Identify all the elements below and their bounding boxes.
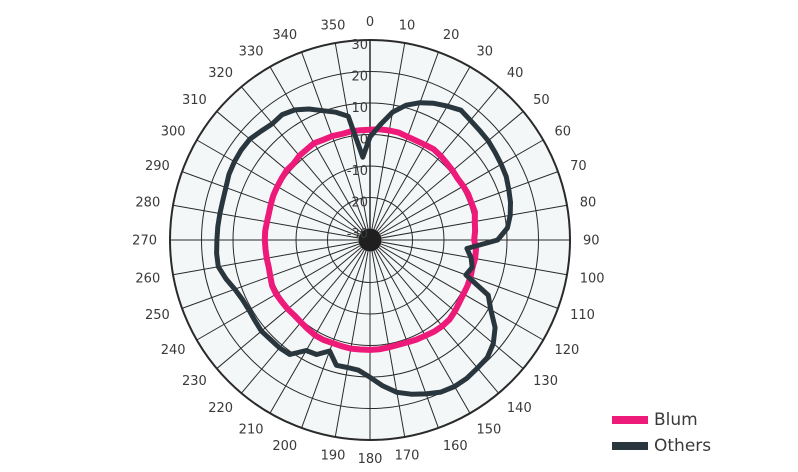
angle-tick-label: 310 [182, 93, 207, 108]
angle-tick-label: 330 [239, 44, 264, 59]
radial-tick-label: 0 [360, 133, 368, 148]
radial-tick-label: 20 [351, 70, 368, 85]
angle-tick-label: 340 [272, 28, 297, 43]
legend-label-others: Others [654, 436, 712, 456]
legend-label-blum: Blum [654, 410, 698, 430]
angle-tick-label: 260 [135, 271, 160, 286]
radial-tick-label: -10 [347, 164, 368, 179]
angle-tick-label: 80 [580, 196, 597, 211]
center-hub [359, 229, 381, 251]
angle-tick-label: 60 [554, 124, 571, 139]
series-line-others [214, 100, 513, 397]
angle-tick-label: 120 [554, 343, 579, 358]
angle-tick-label: 200 [272, 439, 297, 454]
angle-tick-label: 350 [321, 18, 346, 33]
angle-tick-label: 40 [507, 66, 524, 81]
spoke [373, 51, 439, 230]
angle-tick-label: 30 [477, 44, 494, 59]
legend-item-others: Others [612, 433, 711, 459]
angle-tick-label: 70 [570, 159, 587, 174]
spoke [373, 250, 439, 429]
legend-swatch-others [612, 442, 648, 450]
angle-tick-label: 270 [132, 234, 157, 249]
angle-tick-label: 190 [321, 449, 346, 464]
angle-tick-label: 50 [533, 93, 550, 108]
series-line-blum [261, 126, 479, 353]
angle-tick-label: 110 [570, 308, 595, 323]
spoke [269, 249, 365, 414]
legend-item-blum: Blum [612, 407, 711, 433]
spoke [269, 66, 365, 231]
spoke [216, 111, 362, 234]
radial-tick-labels: -30 -20 -10 0 10 20 30 [347, 38, 368, 242]
angle-tick-label: 220 [208, 401, 233, 416]
angle-tick-label: 280 [135, 196, 160, 211]
angle-tick-label: 130 [533, 374, 558, 389]
angle-tick-label: 320 [208, 66, 233, 81]
legend: Blum Others [612, 407, 711, 459]
angle-tick-label: 90 [583, 234, 600, 249]
radial-tick-label: -20 [347, 196, 368, 211]
spoke [376, 86, 499, 232]
angle-tick-label: 170 [395, 449, 420, 464]
spoke [334, 250, 369, 438]
angle-tick-label: 230 [182, 374, 207, 389]
angle-tick-label: 300 [161, 124, 186, 139]
spoke [378, 246, 524, 369]
angle-tick-label: 100 [580, 271, 605, 286]
spoke [241, 86, 364, 232]
angle-tick-label: 20 [443, 28, 460, 43]
angle-tick-label: 0 [366, 15, 374, 30]
radial-tick-label: 30 [351, 38, 368, 53]
angle-tick-label: 180 [358, 452, 383, 467]
spoke [371, 250, 406, 438]
angle-tick-label: 140 [507, 401, 532, 416]
angle-tick-label: 210 [239, 423, 264, 438]
spoke [301, 250, 367, 429]
radial-tick-label: 10 [351, 101, 368, 116]
radial-tick-label: -30 [347, 227, 368, 242]
spoke [371, 42, 406, 230]
angle-tick-labels: 0 102030405060708090100110120130140150160… [132, 15, 604, 467]
angle-tick-label: 160 [443, 439, 468, 454]
series-lines [214, 100, 513, 397]
angle-tick-label: 10 [399, 18, 416, 33]
angle-tick-label: 150 [477, 423, 502, 438]
spoke [375, 66, 471, 231]
angle-spokes [170, 40, 570, 440]
angle-tick-label: 290 [145, 159, 170, 174]
spoke [334, 42, 369, 230]
spoke [301, 51, 367, 230]
angle-tick-label: 240 [161, 343, 186, 358]
legend-swatch-blum [612, 416, 648, 424]
angle-tick-label: 250 [145, 308, 170, 323]
